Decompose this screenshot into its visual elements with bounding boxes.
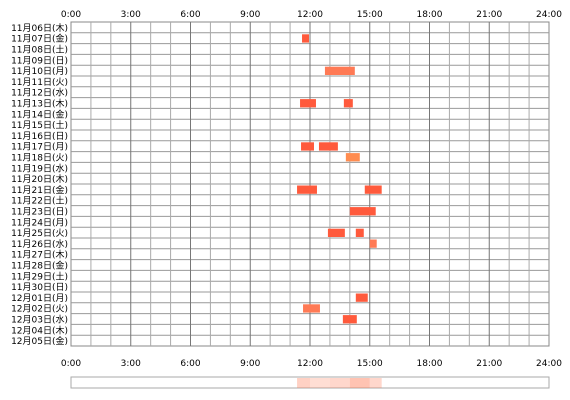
row-label: 11月09日(日) (11, 55, 68, 66)
bottom-tick-label: 9:00 (240, 359, 260, 369)
row-label: 11月30日(日) (11, 282, 68, 293)
top-tick-label: 18:00 (417, 10, 443, 20)
top-tick-label: 9:00 (240, 10, 260, 20)
event-bar (355, 228, 364, 237)
event-bar (318, 142, 338, 151)
density-segment (310, 378, 330, 388)
bottom-tick-label: 3:00 (121, 359, 141, 369)
row-label: 11月29日(土) (11, 270, 68, 282)
top-tick-labels: 0:00 3:00 6:00 9:00 12:00 15:00 18:00 21:00 24:0… (61, 10, 562, 20)
bottom-tick-label: 12:00 (297, 359, 323, 369)
event-bar (364, 185, 382, 194)
row-label: 11月15日(土) (11, 119, 68, 131)
row-label: 11月06日(木) (11, 22, 68, 34)
top-tick-label: 6:00 (180, 10, 200, 20)
event-bar (300, 99, 316, 108)
bottom-tick-label: 21:00 (476, 359, 502, 369)
bottom-tick-label: 6:00 (180, 359, 200, 369)
event-bar (342, 315, 357, 324)
density-strip (70, 376, 550, 389)
row-label: 11月14日(金) (11, 108, 68, 120)
event-bar (324, 66, 355, 75)
row-label: 11月26日(水) (11, 238, 68, 250)
top-tick-label: 21:00 (476, 10, 502, 20)
row-label: 12月05日(金) (11, 335, 68, 347)
top-tick-label: 24:00 (536, 10, 562, 20)
row-label: 11月13日(木) (11, 98, 68, 110)
row-label: 11月12日(水) (11, 87, 68, 99)
bottom-tick-label: 24:00 (536, 359, 562, 369)
row-label: 11月25日(火) (11, 228, 68, 239)
top-tick-label: 15:00 (357, 10, 383, 20)
row-label: 11月11日(火) (11, 77, 68, 88)
density-segment (349, 378, 370, 388)
event-bar (349, 207, 376, 216)
row-labels: 11月06日(木)11月07日(金)11月08日(土)11月09日(日)11月1… (11, 22, 68, 347)
row-label: 12月01日(月) (11, 293, 68, 304)
event-bar (343, 99, 353, 108)
row-label: 11月20日(木) (11, 173, 68, 185)
row-label: 11月23日(日) (11, 207, 68, 218)
density-segment (329, 378, 350, 388)
row-label: 11月24日(月) (11, 217, 68, 228)
bottom-tick-labels: 0:00 3:00 6:00 9:00 12:00 15:00 18:00 21:00 24:0… (61, 359, 562, 369)
density-strip-frame (70, 376, 550, 389)
bottom-tick-label: 15:00 (357, 359, 383, 369)
event-bar (369, 239, 377, 248)
row-label: 11月08日(土) (11, 44, 68, 56)
row-label: 11月19日(水) (11, 162, 68, 174)
row-label: 11月17日(月) (11, 142, 68, 153)
event-bar (327, 228, 345, 237)
density-segment (369, 378, 382, 388)
row-label: 11月27日(木) (11, 249, 68, 261)
bottom-tick-label: 0:00 (61, 359, 81, 369)
bottom-tick-label: 18:00 (417, 359, 443, 369)
row-label: 12月03日(水) (11, 314, 68, 326)
event-bars (297, 34, 382, 324)
row-label: 11月22日(土) (11, 195, 68, 207)
row-label: 11月18日(火) (11, 153, 68, 164)
row-label: 12月04日(木) (11, 324, 68, 336)
row-label: 11月28日(金) (11, 260, 68, 272)
density-segment (297, 378, 310, 388)
top-tick-label: 0:00 (61, 10, 81, 20)
row-label: 11月10日(月) (11, 66, 68, 77)
top-tick-label: 3:00 (121, 10, 141, 20)
event-bar (303, 304, 320, 313)
event-bar (301, 142, 314, 151)
top-tick-label: 12:00 (297, 10, 323, 20)
plot-grid (70, 21, 550, 347)
event-bar (355, 293, 368, 302)
row-label: 11月07日(金) (11, 33, 68, 45)
event-bar (345, 153, 360, 162)
row-label: 11月21日(金) (11, 184, 68, 196)
row-label: 11月16日(日) (11, 131, 68, 142)
event-bar (302, 34, 310, 43)
row-label: 12月02日(火) (11, 304, 68, 315)
event-bar (297, 185, 317, 194)
